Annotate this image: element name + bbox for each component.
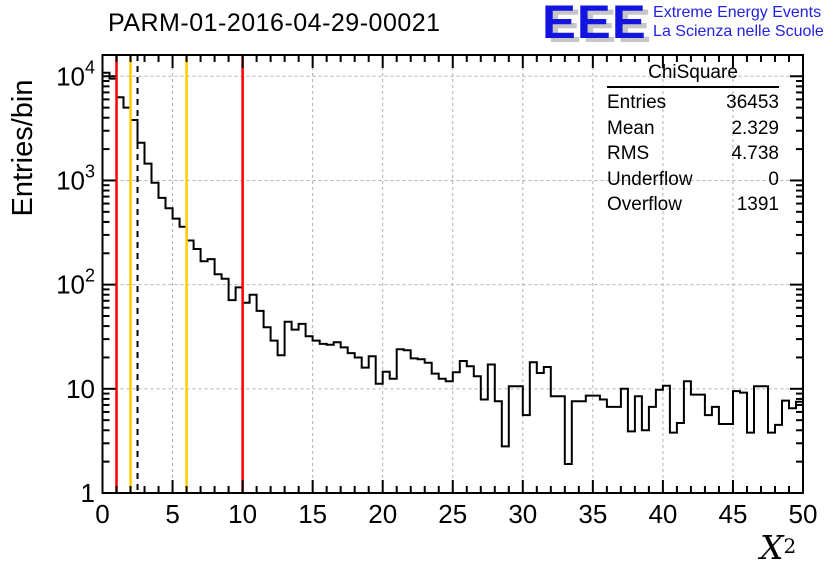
y-tick-label: 104 [56, 57, 95, 91]
stats-box-title: ChiSquare [648, 62, 738, 83]
marker-lines [115, 55, 244, 493]
x-tick-label: 50 [789, 499, 818, 529]
stats-row-overflow: Overflow 1391 [607, 194, 779, 215]
histogram-step-path [102, 71, 803, 465]
stats-box-separator [607, 86, 779, 88]
stats-row-entries: Entries 36453 [607, 92, 779, 113]
x-axis-title-exponent: 2 [783, 534, 797, 558]
x-tick-label: 45 [718, 499, 747, 529]
y-tick-label: 1 [81, 478, 95, 508]
y-tick-labels: 1 10 102 103 104 [56, 57, 95, 508]
x-tick-label: 0 [95, 499, 109, 529]
x-tick-label: 35 [578, 499, 607, 529]
stats-box: ChiSquare Entries 36453 Mean 2.329 RMS 4… [607, 61, 779, 218]
x-tick-label: 25 [438, 499, 467, 529]
eee-logo-text: Extreme Energy Events La Scienza nelle S… [653, 3, 824, 41]
y-tick-label: 10 [66, 374, 95, 404]
stats-row-rms: RMS 4.738 [607, 143, 779, 164]
x-axis-title: X2 [760, 528, 796, 567]
axis-ticks [101, 55, 804, 494]
x-tick-label: 20 [368, 499, 397, 529]
eee-logo-line2: La Scienza nelle Scuole [653, 23, 824, 40]
histogram-line [102, 71, 803, 465]
x-tick-labels: 0 5 10 15 20 25 30 35 40 45 50 [95, 499, 817, 529]
x-tick-label: 30 [508, 499, 537, 529]
x-tick-label: 15 [298, 499, 327, 529]
stats-row-mean: Mean 2.329 [607, 117, 779, 139]
y-tick-label: 102 [56, 266, 95, 300]
x-tick-label: 10 [228, 499, 257, 529]
eee-logo-line1: Extreme Energy Events [653, 4, 822, 21]
plot-title: PARM-01-2016-04-29-00021 [108, 9, 441, 37]
stats-row-underflow: Underflow 0 [607, 168, 779, 190]
x-axis-title-base: X [760, 528, 784, 567]
eee-logo: EEE Extreme Energy Events La Scienza nel… [542, 0, 824, 48]
x-tick-label: 5 [165, 499, 179, 529]
y-axis-title: Entries/bin [7, 79, 39, 217]
eee-logo-acronym: EEE [542, 0, 647, 48]
x-tick-label: 40 [648, 499, 677, 529]
y-tick-label: 103 [56, 161, 95, 195]
